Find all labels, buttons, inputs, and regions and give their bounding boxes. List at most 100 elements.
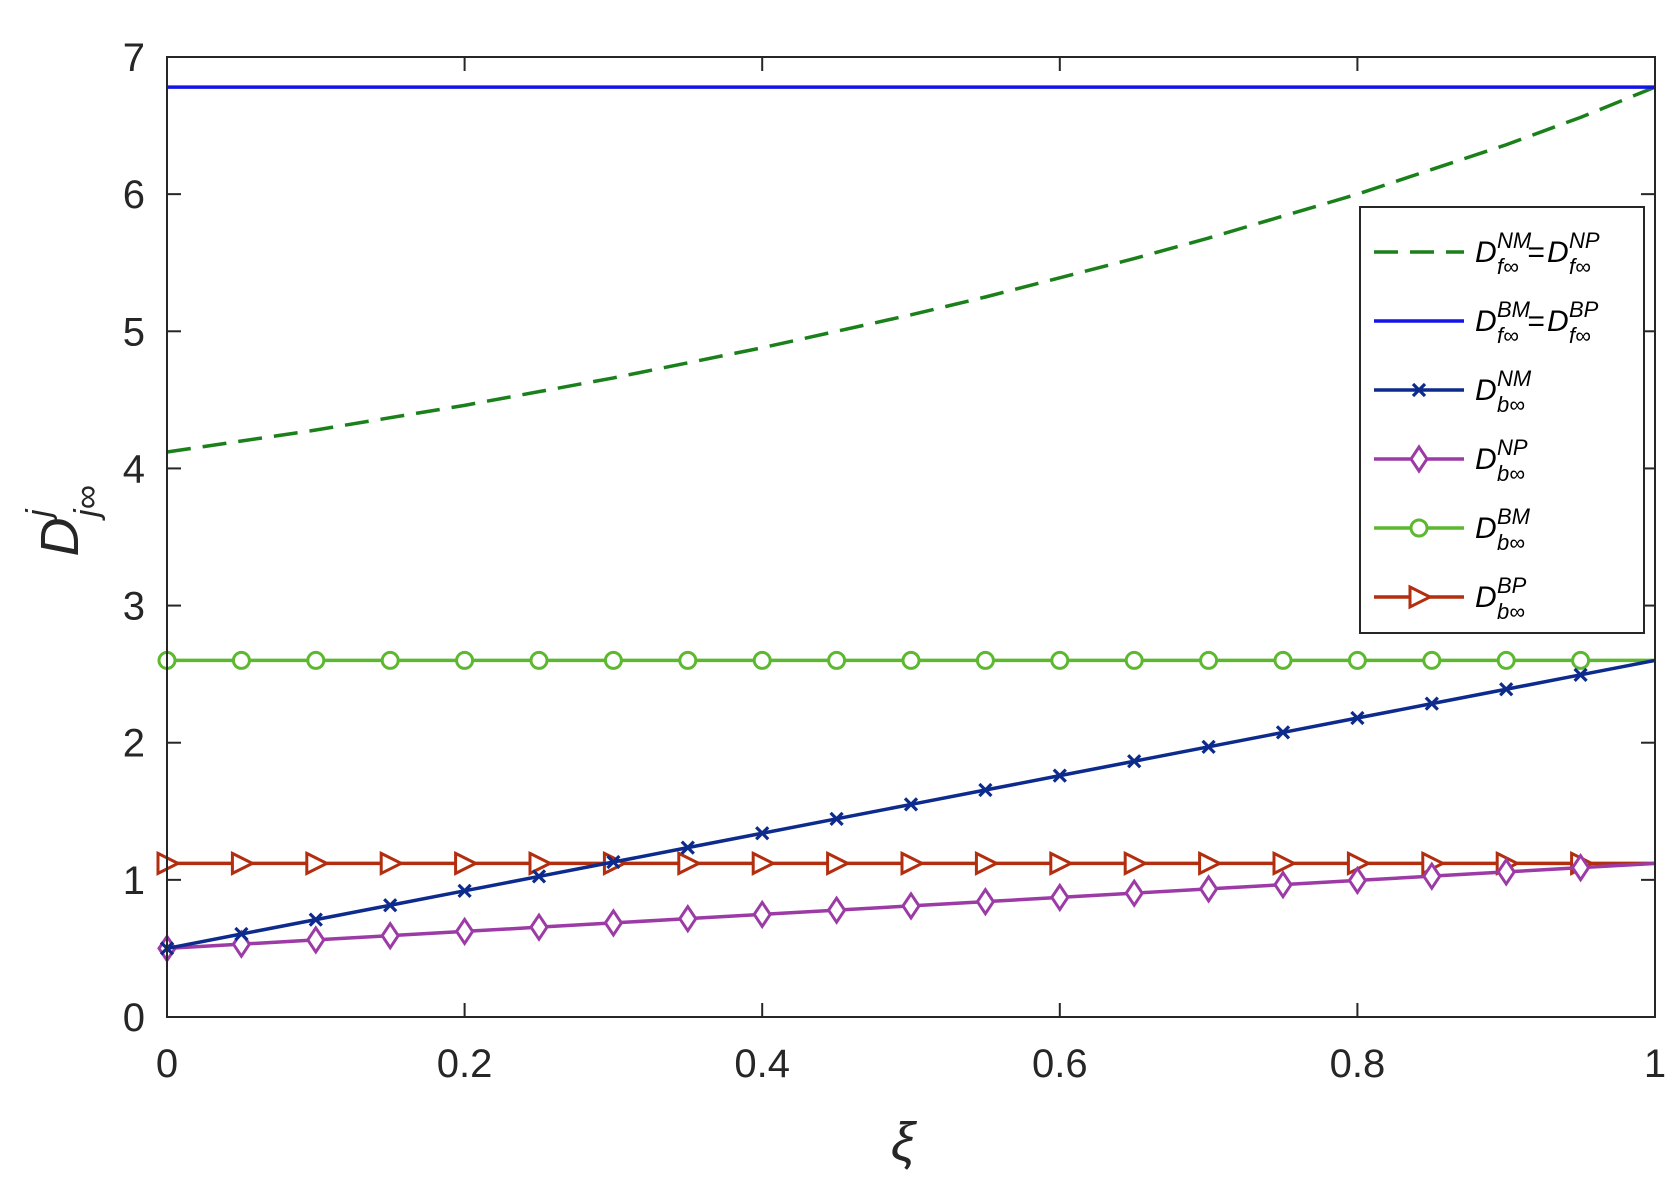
data-point-np-b-11 [975,886,996,917]
data-point-nm-b-19 [1573,667,1588,682]
legend-item-nm-np-f: D NMf∞ = D NPf∞ [1374,228,1600,279]
data-point-nm-b-15 [1275,725,1291,740]
legend-label-nm-np-f-b-sub: f∞ [1569,254,1591,279]
legend: D NMf∞ = D NPf∞D BMf∞ = D BPf∞D NMb∞D NPb∞D BMb∞D BP… [1359,206,1645,634]
legend-label-nm-np-f-b-sup: NP [1569,228,1600,253]
series-np-b [157,852,1656,964]
data-point-bm-b-12 [1050,650,1070,670]
data-point-nm-b-1 [234,926,249,942]
legend-marker-nm-b [1411,382,1427,398]
data-point-bm-b-9 [827,650,847,670]
legend-label-bm-bp-f-a-sub: f∞ [1497,323,1519,348]
legend-label-bm-bp-f-eq: = [1527,305,1545,338]
y-axis-label-sub: j∞ [68,485,106,521]
legend-item-nm-b: D NMb∞ [1374,366,1532,417]
legend-item-np-b: D NPb∞ [1374,435,1528,486]
series-line-nm-np-f [166,85,1656,454]
data-point-bm-b-13 [1124,650,1144,670]
data-point-bp-b-9 [826,850,851,876]
legend-label-bm-bp-f-b-sup: BP [1569,297,1599,322]
data-point-bm-b-14 [1199,650,1219,670]
series-bp-b [156,850,1655,876]
y-tick-label-4: 4 [123,447,145,491]
legend-marker-np-b [1409,444,1429,474]
data-point-np-b-10 [901,891,921,921]
legend-label-bp-b-a-sup: BP [1497,573,1527,598]
data-point-bp-b-11 [974,850,1000,876]
data-point-np-b-12 [1049,882,1070,913]
y-axis-label-sup: j [20,508,58,521]
legend-label-nm-np-f-a-sup: NM [1497,228,1532,253]
legend-label-bm-bp-f-b-base: D [1547,305,1569,338]
y-axis-label-base: D [30,518,90,557]
y-tick-label-0: 0 [123,996,145,1040]
data-point-bm-b-10 [901,650,921,670]
data-point-nm-b-18 [1499,682,1514,697]
data-point-bm-b-7 [678,650,698,670]
axes-layer: 0 0.2 0.4 0.6 0.8 1 0 1 2 3 4 5 6 7 ξ Dj j∞ [20,36,1666,1172]
legend-label-np-b-a-sub: b∞ [1497,461,1525,486]
legend-label-bm-bp-f-a-sup: BM [1497,297,1531,322]
data-point-np-b-4 [454,916,475,947]
data-point-np-b-13 [1124,878,1145,908]
series-bm-b [157,650,1655,670]
legend-label-bm-b-a-sub: b∞ [1497,530,1525,555]
data-point-bm-b-17 [1422,650,1442,670]
legend-marker-bp-b [1408,584,1434,610]
data-point-np-b-9 [826,895,847,925]
data-point-bm-b-6 [603,650,623,670]
x-tick-label-3: 0.6 [1032,1042,1088,1086]
data-point-np-b-2 [305,925,326,955]
x-tick-label-0: 0 [156,1042,178,1086]
x-tick-label-4: 0.8 [1330,1042,1386,1086]
data-point-np-b-5 [529,912,549,942]
legend-label-bm-bp-f-b-sub: f∞ [1569,323,1591,348]
legend-label-np-b-a-base: D [1475,443,1497,476]
data-point-bp-b-1 [230,850,256,876]
data-point-bm-b-16 [1347,650,1367,670]
legend-label-np-b-a-sup: NP [1497,435,1528,460]
legend-item-bm-b: D BMb∞ [1374,504,1531,555]
data-point-bm-b-4 [455,650,475,670]
series-nm-b [159,658,1656,956]
data-point-nm-b-11 [978,782,993,798]
legend-label-bp-b-a-base: D [1475,581,1497,614]
data-point-nm-b-3 [383,898,398,913]
legend-box [1359,206,1645,634]
data-point-bm-b-11 [975,650,995,670]
data-point-bm-b-19 [1571,650,1591,670]
legend-label-nm-np-f-eq: = [1527,236,1545,269]
data-point-bm-b-3 [380,650,400,670]
y-tick-label-6: 6 [123,173,145,217]
legend-label-bm-b-a-base: D [1475,512,1497,545]
data-point-nm-b-5 [531,869,547,884]
data-point-np-b-18 [1496,857,1517,887]
data-point-bp-b-7 [677,850,703,876]
data-point-np-b-6 [603,908,624,938]
y-tick-label-5: 5 [123,310,145,354]
data-point-np-b-7 [677,903,698,934]
data-point-bp-b-5 [528,850,554,876]
legend-label-bm-b-a-sup: BM [1497,504,1531,529]
data-point-nm-b-17 [1424,696,1439,711]
data-point-bp-b-10 [900,850,926,876]
data-point-bp-b-4 [454,850,479,876]
axes-box [166,56,1656,1018]
y-tick-label-1: 1 [123,859,145,903]
data-point-bp-b-8 [751,850,777,876]
data-point-np-b-17 [1421,861,1442,891]
legend-label-nm-b-a-sub: b∞ [1497,392,1525,417]
series-nm-np-f [166,85,1656,454]
legend-label-nm-b-a-base: D [1475,374,1497,407]
data-point-bm-b-15 [1273,650,1293,670]
data-point-nm-b-10 [903,797,919,812]
data-point-bp-b-14 [1198,850,1223,876]
data-point-bm-b-8 [752,650,772,670]
data-point-nm-b-13 [1127,754,1142,769]
x-axis-label: ξ [891,1112,918,1172]
data-point-bm-b-5 [529,650,549,670]
legend-label-nm-b-a-sup: NM [1497,366,1532,391]
data-point-bm-b-18 [1496,650,1516,670]
series-layer [156,85,1656,964]
